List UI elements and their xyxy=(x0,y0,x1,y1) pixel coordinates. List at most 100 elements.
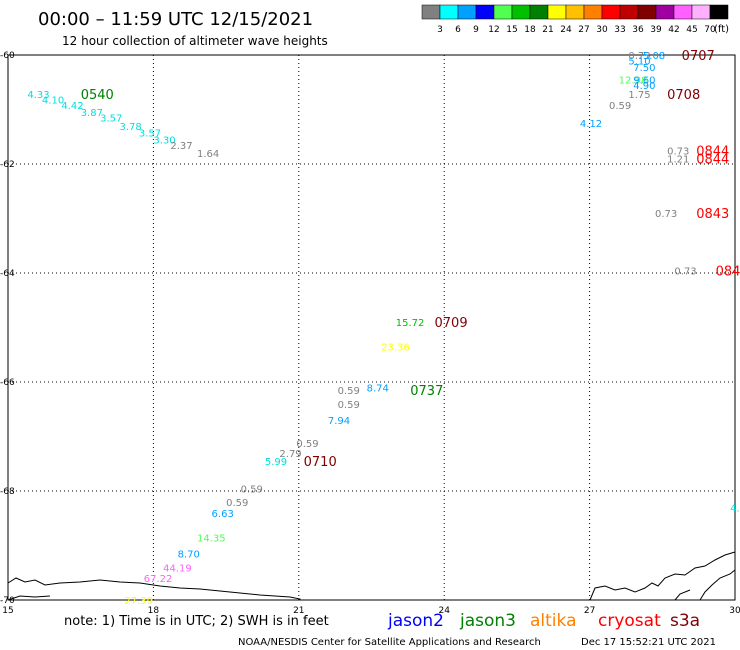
wave-height-label: 27.39 xyxy=(124,596,153,607)
coastline-right-edge xyxy=(674,589,691,601)
legend-s3a: s3a xyxy=(670,611,700,631)
colorbar-swatch xyxy=(619,4,639,20)
wave-height-label: 0.59 xyxy=(338,386,360,397)
legend-jason3: jason3 xyxy=(459,611,516,631)
wave-height-label: 5.99 xyxy=(265,457,287,468)
wave-height-label: 1.75 xyxy=(628,90,650,101)
colorbar-unit: (ft) xyxy=(714,24,729,35)
colorbar-swatch xyxy=(475,4,495,20)
wave-height-label: 3.57 xyxy=(100,114,122,125)
y-tick-label: -60 xyxy=(0,51,15,61)
x-axis-ticks: 15 18 21 24 27 30 xyxy=(2,606,740,616)
colorbar-swatch xyxy=(421,4,441,20)
y-tick-label: -64 xyxy=(0,269,15,279)
wave-height-label: 3.78 xyxy=(119,122,141,133)
colorbar-swatch xyxy=(439,4,459,20)
gridlines xyxy=(8,55,735,600)
y-tick-label: -70 xyxy=(0,596,15,606)
colorbar-swatch xyxy=(709,4,729,20)
wave-height-label: 0.73 xyxy=(628,51,650,62)
colorbar-label: 12 xyxy=(488,25,499,35)
wave-height-label: 67.22 xyxy=(144,574,173,585)
track-time-label: 0709 xyxy=(435,316,468,331)
colorbar-label: 45 xyxy=(686,25,697,35)
wave-height-label: 14.35 xyxy=(197,533,226,544)
legend: jason2 jason3 altika cryosat s3a xyxy=(387,611,700,631)
colorbar: 3 6 9 12 15 18 21 24 27 30 33 36 39 42 45 70 xyxy=(421,4,729,35)
x-tick-label: 15 xyxy=(2,606,13,616)
colorbar-swatch xyxy=(493,4,513,20)
legend-cryosat: cryosat xyxy=(598,611,661,631)
track-time-label: 0708 xyxy=(667,88,700,103)
colorbar-label: 70 xyxy=(704,25,716,35)
wave-height-label: 3.87 xyxy=(81,108,103,119)
track-time-label: 0710 xyxy=(304,455,337,470)
wave-height-label: 0.59 xyxy=(609,101,631,112)
coastline-left xyxy=(7,577,301,600)
x-tick-label: 21 xyxy=(293,606,304,616)
chart-subtitle: 12 hour collection of altimeter wave hei… xyxy=(62,34,328,48)
wave-height-label: 5.10 xyxy=(628,56,650,67)
wave-height-label: 4.12 xyxy=(580,119,602,130)
colorbar-label: 30 xyxy=(596,25,608,35)
colorbar-label: 9 xyxy=(473,25,479,35)
wave-height-label: 0.59 xyxy=(338,400,360,411)
wave-height-label: 44.19 xyxy=(163,563,192,574)
colorbar-swatch xyxy=(511,4,531,20)
wave-height-label: 0.59 xyxy=(241,484,263,495)
track-time-label: 0844 xyxy=(696,144,729,159)
wave-height-label: 9.60 xyxy=(633,76,655,87)
coastline xyxy=(7,551,736,601)
colorbar-label: 18 xyxy=(524,25,536,35)
wave-height-label: 0.73 xyxy=(667,146,689,157)
x-tick-label: 30 xyxy=(729,606,740,616)
legend-jason2: jason2 xyxy=(387,611,444,631)
colorbar-label: 36 xyxy=(632,25,644,35)
colorbar-swatch xyxy=(673,4,693,20)
wave-height-label: 4.10 xyxy=(42,96,64,107)
track-time-label: 0707 xyxy=(682,49,715,64)
wave-height-label: 4.42 xyxy=(61,101,83,112)
y-tick-label: -62 xyxy=(0,160,15,170)
wave-height-label: 0.59 xyxy=(296,439,318,450)
colorbar-swatch xyxy=(637,4,657,20)
colorbar-label: 6 xyxy=(455,25,461,35)
colorbar-label: 3 xyxy=(437,25,443,35)
y-axis-ticks: -60 -62 -64 -66 -68 -70 xyxy=(0,51,15,606)
track-time-label: 0540 xyxy=(81,88,114,103)
colorbar-label: 21 xyxy=(542,25,553,35)
legend-altika: altika xyxy=(530,611,577,631)
wave-height-label: 15.72 xyxy=(396,318,425,329)
wave-height-label: 0.73 xyxy=(674,266,696,277)
colorbar-swatch xyxy=(691,4,711,20)
chart-title: 00:00 – 11:59 UTC 12/15/2021 xyxy=(38,9,313,30)
track-time-label: 0843 xyxy=(716,264,740,279)
colorbar-swatch xyxy=(601,4,621,20)
wave-height-label: 0.59 xyxy=(226,498,248,509)
y-tick-label: -68 xyxy=(0,487,15,497)
footer-note: note: 1) Time is in UTC; 2) SWH is in fe… xyxy=(64,614,329,629)
plot-frame xyxy=(7,54,736,601)
wave-height-label: 1.21 xyxy=(667,155,689,166)
wave-height-values: 4.334.104.423.873.573.783.573.302.371.64… xyxy=(27,51,740,607)
colorbar-label: 27 xyxy=(578,25,589,35)
wave-height-label: 7.94 xyxy=(328,416,350,427)
y-tick-label: -66 xyxy=(0,378,15,388)
x-tick-label: 18 xyxy=(148,606,160,616)
x-tick-label: 27 xyxy=(584,606,595,616)
wave-height-label: 5.08 xyxy=(643,51,665,62)
colorbar-swatch xyxy=(655,4,675,20)
wave-height-label: 4.4 xyxy=(730,503,740,514)
colorbar-swatch xyxy=(457,4,477,20)
coastline-left-lower xyxy=(7,595,51,601)
colorbar-label: 39 xyxy=(650,25,662,35)
wave-height-label: 8.74 xyxy=(367,383,389,394)
coastline-right-lower xyxy=(699,569,736,601)
colorbar-label: 15 xyxy=(506,25,517,35)
wave-height-label: 8.70 xyxy=(178,550,200,561)
track-time-label: 0737 xyxy=(410,384,443,399)
wave-height-label: 6.63 xyxy=(212,509,234,520)
